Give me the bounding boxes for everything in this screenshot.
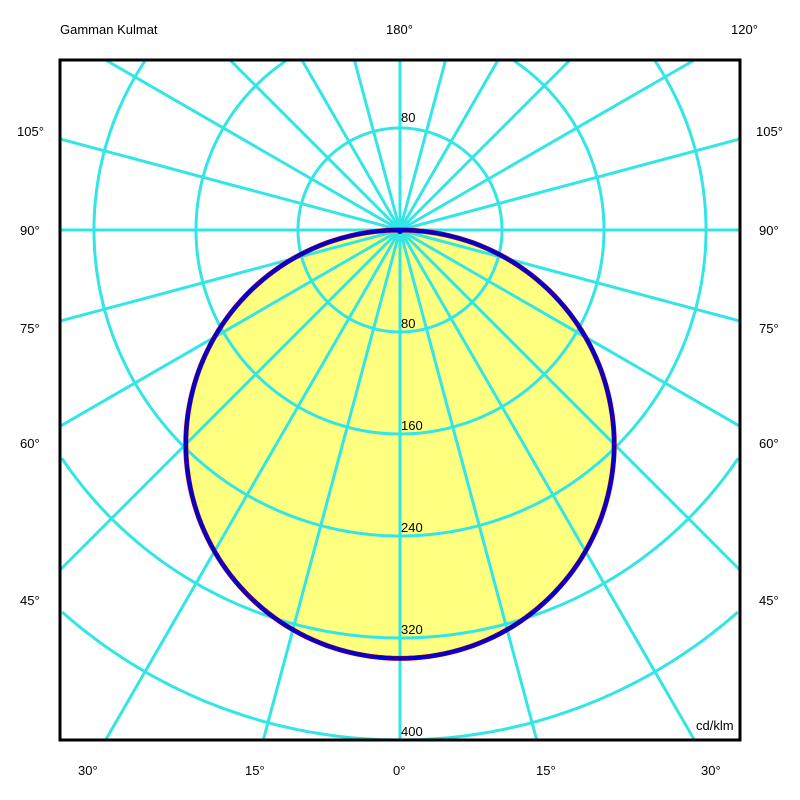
angle-label-right: 45° bbox=[759, 593, 779, 608]
angle-label-bottom: 15° bbox=[245, 763, 265, 778]
angle-label-right: 75° bbox=[759, 321, 779, 336]
grid-ring bbox=[60, 457, 740, 640]
grid-spoke bbox=[398, 59, 448, 231]
angle-label-left: 90° bbox=[20, 223, 40, 238]
angle-label-left: 75° bbox=[20, 321, 40, 336]
grid-spoke bbox=[228, 58, 402, 232]
grid-spoke bbox=[398, 59, 500, 231]
angle-label-bottom: 30° bbox=[78, 763, 98, 778]
grid-spoke bbox=[399, 228, 741, 323]
grid-spoke bbox=[398, 228, 742, 572]
radial-tick-label: 320 bbox=[401, 622, 423, 637]
chart-title: Gamman Kulmat bbox=[60, 22, 158, 37]
grid-spoke bbox=[399, 137, 741, 232]
grid-spoke bbox=[398, 229, 539, 741]
radial-tick-label: 80 bbox=[401, 110, 415, 125]
angle-label-right: 60° bbox=[759, 436, 779, 451]
angle-label-left: 105° bbox=[17, 124, 44, 139]
series-curve bbox=[183, 227, 617, 661]
radial-tick-label: 240 bbox=[401, 520, 423, 535]
grid-spoke bbox=[58, 228, 402, 572]
angle-label-bottom: 15° bbox=[536, 763, 556, 778]
grid-ring bbox=[92, 60, 708, 538]
grid-spoke bbox=[352, 59, 402, 231]
origin-dot bbox=[397, 228, 403, 234]
angle-label-bottom: 0° bbox=[393, 763, 406, 778]
grid-spoke bbox=[300, 59, 402, 231]
grid-spoke bbox=[399, 58, 696, 232]
grid-spoke bbox=[398, 58, 572, 232]
angle-label-right: 105° bbox=[756, 124, 783, 139]
radial-tick-label: 80 bbox=[401, 316, 415, 331]
radial-tick-label: 160 bbox=[401, 418, 423, 433]
grid-spoke bbox=[59, 137, 401, 232]
angle-label-right: 90° bbox=[759, 223, 779, 238]
plot-area bbox=[58, 58, 742, 742]
grid-spoke bbox=[104, 58, 401, 232]
grid-spoke bbox=[59, 228, 401, 428]
angle-label-180: 180° bbox=[386, 22, 413, 37]
angle-label-120: 120° bbox=[731, 22, 758, 37]
plot-frame bbox=[58, 58, 742, 742]
grid-ring bbox=[194, 59, 606, 436]
grid-spoke bbox=[398, 229, 696, 741]
radial-tick-label: 400 bbox=[401, 724, 423, 739]
grid-spoke bbox=[261, 229, 402, 741]
grid-spoke bbox=[104, 229, 402, 741]
grid-spoke bbox=[59, 228, 401, 323]
grid-spoke bbox=[399, 228, 741, 428]
unit-label: cd/klm bbox=[696, 718, 734, 733]
angle-label-left: 60° bbox=[20, 436, 40, 451]
angle-label-left: 45° bbox=[20, 593, 40, 608]
grid-ring bbox=[61, 610, 739, 742]
angle-label-bottom: 30° bbox=[701, 763, 721, 778]
